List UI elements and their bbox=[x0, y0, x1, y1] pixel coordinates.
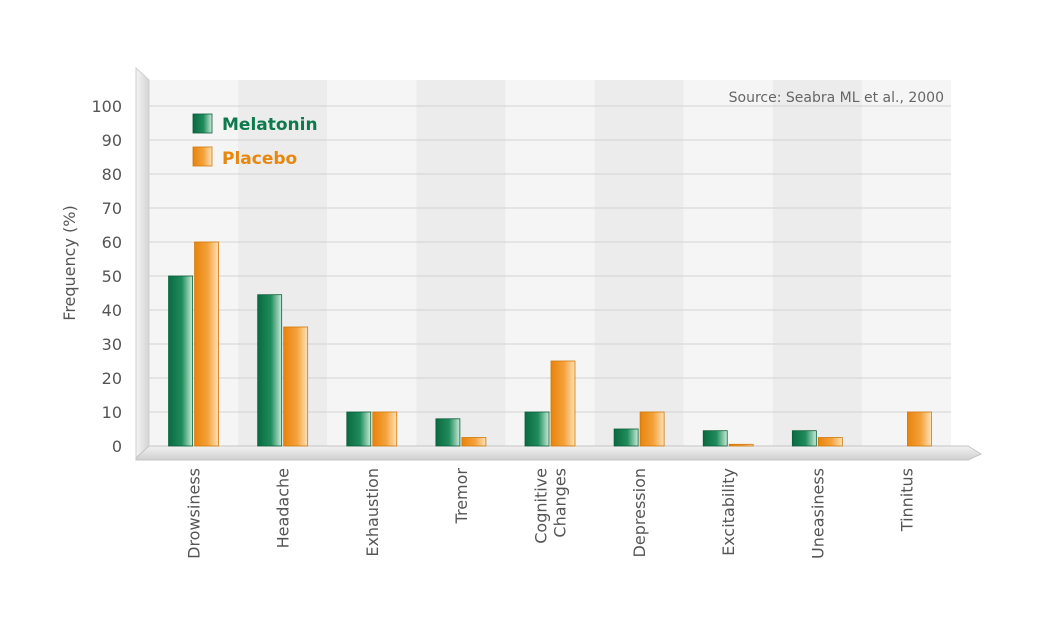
bars bbox=[168, 241, 932, 447]
plot-column-band bbox=[772, 80, 862, 446]
plot-column-band bbox=[149, 80, 239, 446]
y-tick-labels: 0 10 20 30 40 50 60 70 80 90 100 bbox=[91, 97, 122, 456]
x-category-label: Depression bbox=[630, 468, 649, 557]
bar-melatonin bbox=[257, 294, 283, 447]
bar-melatonin bbox=[702, 430, 728, 447]
bar-placebo bbox=[194, 241, 219, 447]
y-tick-label: 20 bbox=[102, 369, 122, 388]
plot-column-band bbox=[861, 80, 951, 446]
plot-column-band bbox=[505, 80, 595, 446]
x-category-label: Changes bbox=[551, 468, 570, 538]
axes-frame bbox=[135, 66, 983, 461]
x-category-label: Tremor bbox=[452, 468, 471, 525]
bar-placebo bbox=[550, 360, 576, 447]
bar-placebo bbox=[372, 411, 398, 447]
y-tick-label: 60 bbox=[102, 233, 122, 252]
plot-column-band bbox=[327, 80, 417, 446]
bar-placebo bbox=[817, 437, 843, 447]
x-category-label: Excitability bbox=[719, 468, 738, 556]
legend-swatch-placebo bbox=[192, 146, 213, 167]
x-category-label: Cognitive bbox=[532, 468, 551, 544]
plot-column-band bbox=[416, 80, 506, 446]
y-tick-label: 90 bbox=[102, 131, 122, 150]
bar-melatonin bbox=[435, 418, 461, 447]
x-category-label: Drowsiness bbox=[185, 468, 204, 559]
y-tick-label: 50 bbox=[102, 267, 122, 286]
bar-melatonin bbox=[524, 411, 550, 447]
x-axis-floor bbox=[135, 445, 983, 461]
y-tick-label: 70 bbox=[102, 199, 122, 218]
bar-melatonin bbox=[168, 275, 193, 447]
y-tick-label: 80 bbox=[102, 165, 122, 184]
bar-placebo bbox=[639, 411, 665, 447]
plot-column-band bbox=[683, 80, 773, 446]
legend-label-placebo: Placebo bbox=[222, 149, 297, 169]
gridlines bbox=[149, 105, 951, 413]
y-tick-label: 10 bbox=[102, 403, 122, 422]
x-category-label: Exhaustion bbox=[363, 468, 382, 557]
legend-swatch-melatonin bbox=[192, 113, 213, 134]
plot-column-band bbox=[594, 80, 684, 446]
bar-melatonin bbox=[791, 430, 817, 447]
y-tick-label: 30 bbox=[102, 335, 122, 354]
plot-background bbox=[149, 80, 951, 446]
y-tick-label: 100 bbox=[91, 97, 122, 116]
bar-melatonin bbox=[613, 428, 639, 447]
x-category-labels: Drowsiness Headache Exhaustion Tremor Cognit… bbox=[185, 468, 917, 559]
source-note: Source: Seabra ML et al., 2000 bbox=[729, 90, 944, 106]
x-category-label: Uneasiness bbox=[808, 468, 827, 559]
x-category-label: Tinnitus bbox=[897, 468, 916, 532]
bar-placebo bbox=[907, 411, 932, 447]
bar-melatonin bbox=[346, 411, 372, 447]
y-tick-label: 0 bbox=[112, 437, 122, 456]
y-tick-label: 40 bbox=[102, 301, 122, 320]
bar-placebo bbox=[283, 326, 309, 447]
y-axis-title: Frequency (%) bbox=[60, 205, 79, 320]
x-category-label: Headache bbox=[274, 468, 293, 548]
bar-placebo bbox=[461, 437, 487, 447]
legend-label-melatonin: Melatonin bbox=[222, 115, 318, 135]
legend: Melatonin Placebo bbox=[192, 113, 318, 169]
plot-column-band bbox=[238, 80, 328, 446]
bar-placebo bbox=[728, 443, 754, 447]
y-axis-wall bbox=[135, 66, 150, 460]
